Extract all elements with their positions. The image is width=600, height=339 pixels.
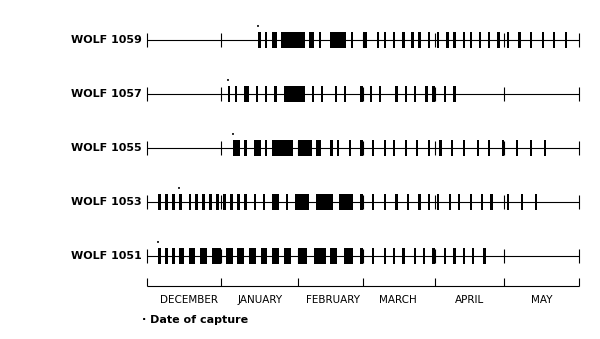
Text: DECEMBER: DECEMBER	[160, 295, 218, 305]
Text: · Date of capture: · Date of capture	[142, 315, 248, 325]
Text: JANUARY: JANUARY	[238, 295, 283, 305]
Text: •: •	[177, 186, 181, 192]
Text: WOLF 1057: WOLF 1057	[71, 89, 142, 99]
Text: MARCH: MARCH	[379, 295, 416, 305]
Text: MAY: MAY	[531, 295, 552, 305]
Text: •: •	[157, 240, 160, 246]
Text: •: •	[256, 24, 260, 29]
Text: FEBRUARY: FEBRUARY	[305, 295, 359, 305]
Text: •: •	[230, 132, 235, 138]
Text: •: •	[226, 78, 230, 84]
Text: WOLF 1053: WOLF 1053	[71, 197, 142, 207]
Text: WOLF 1051: WOLF 1051	[71, 251, 142, 261]
Text: WOLF 1059: WOLF 1059	[71, 35, 142, 45]
Text: WOLF 1055: WOLF 1055	[71, 143, 142, 153]
Text: APRIL: APRIL	[455, 295, 484, 305]
